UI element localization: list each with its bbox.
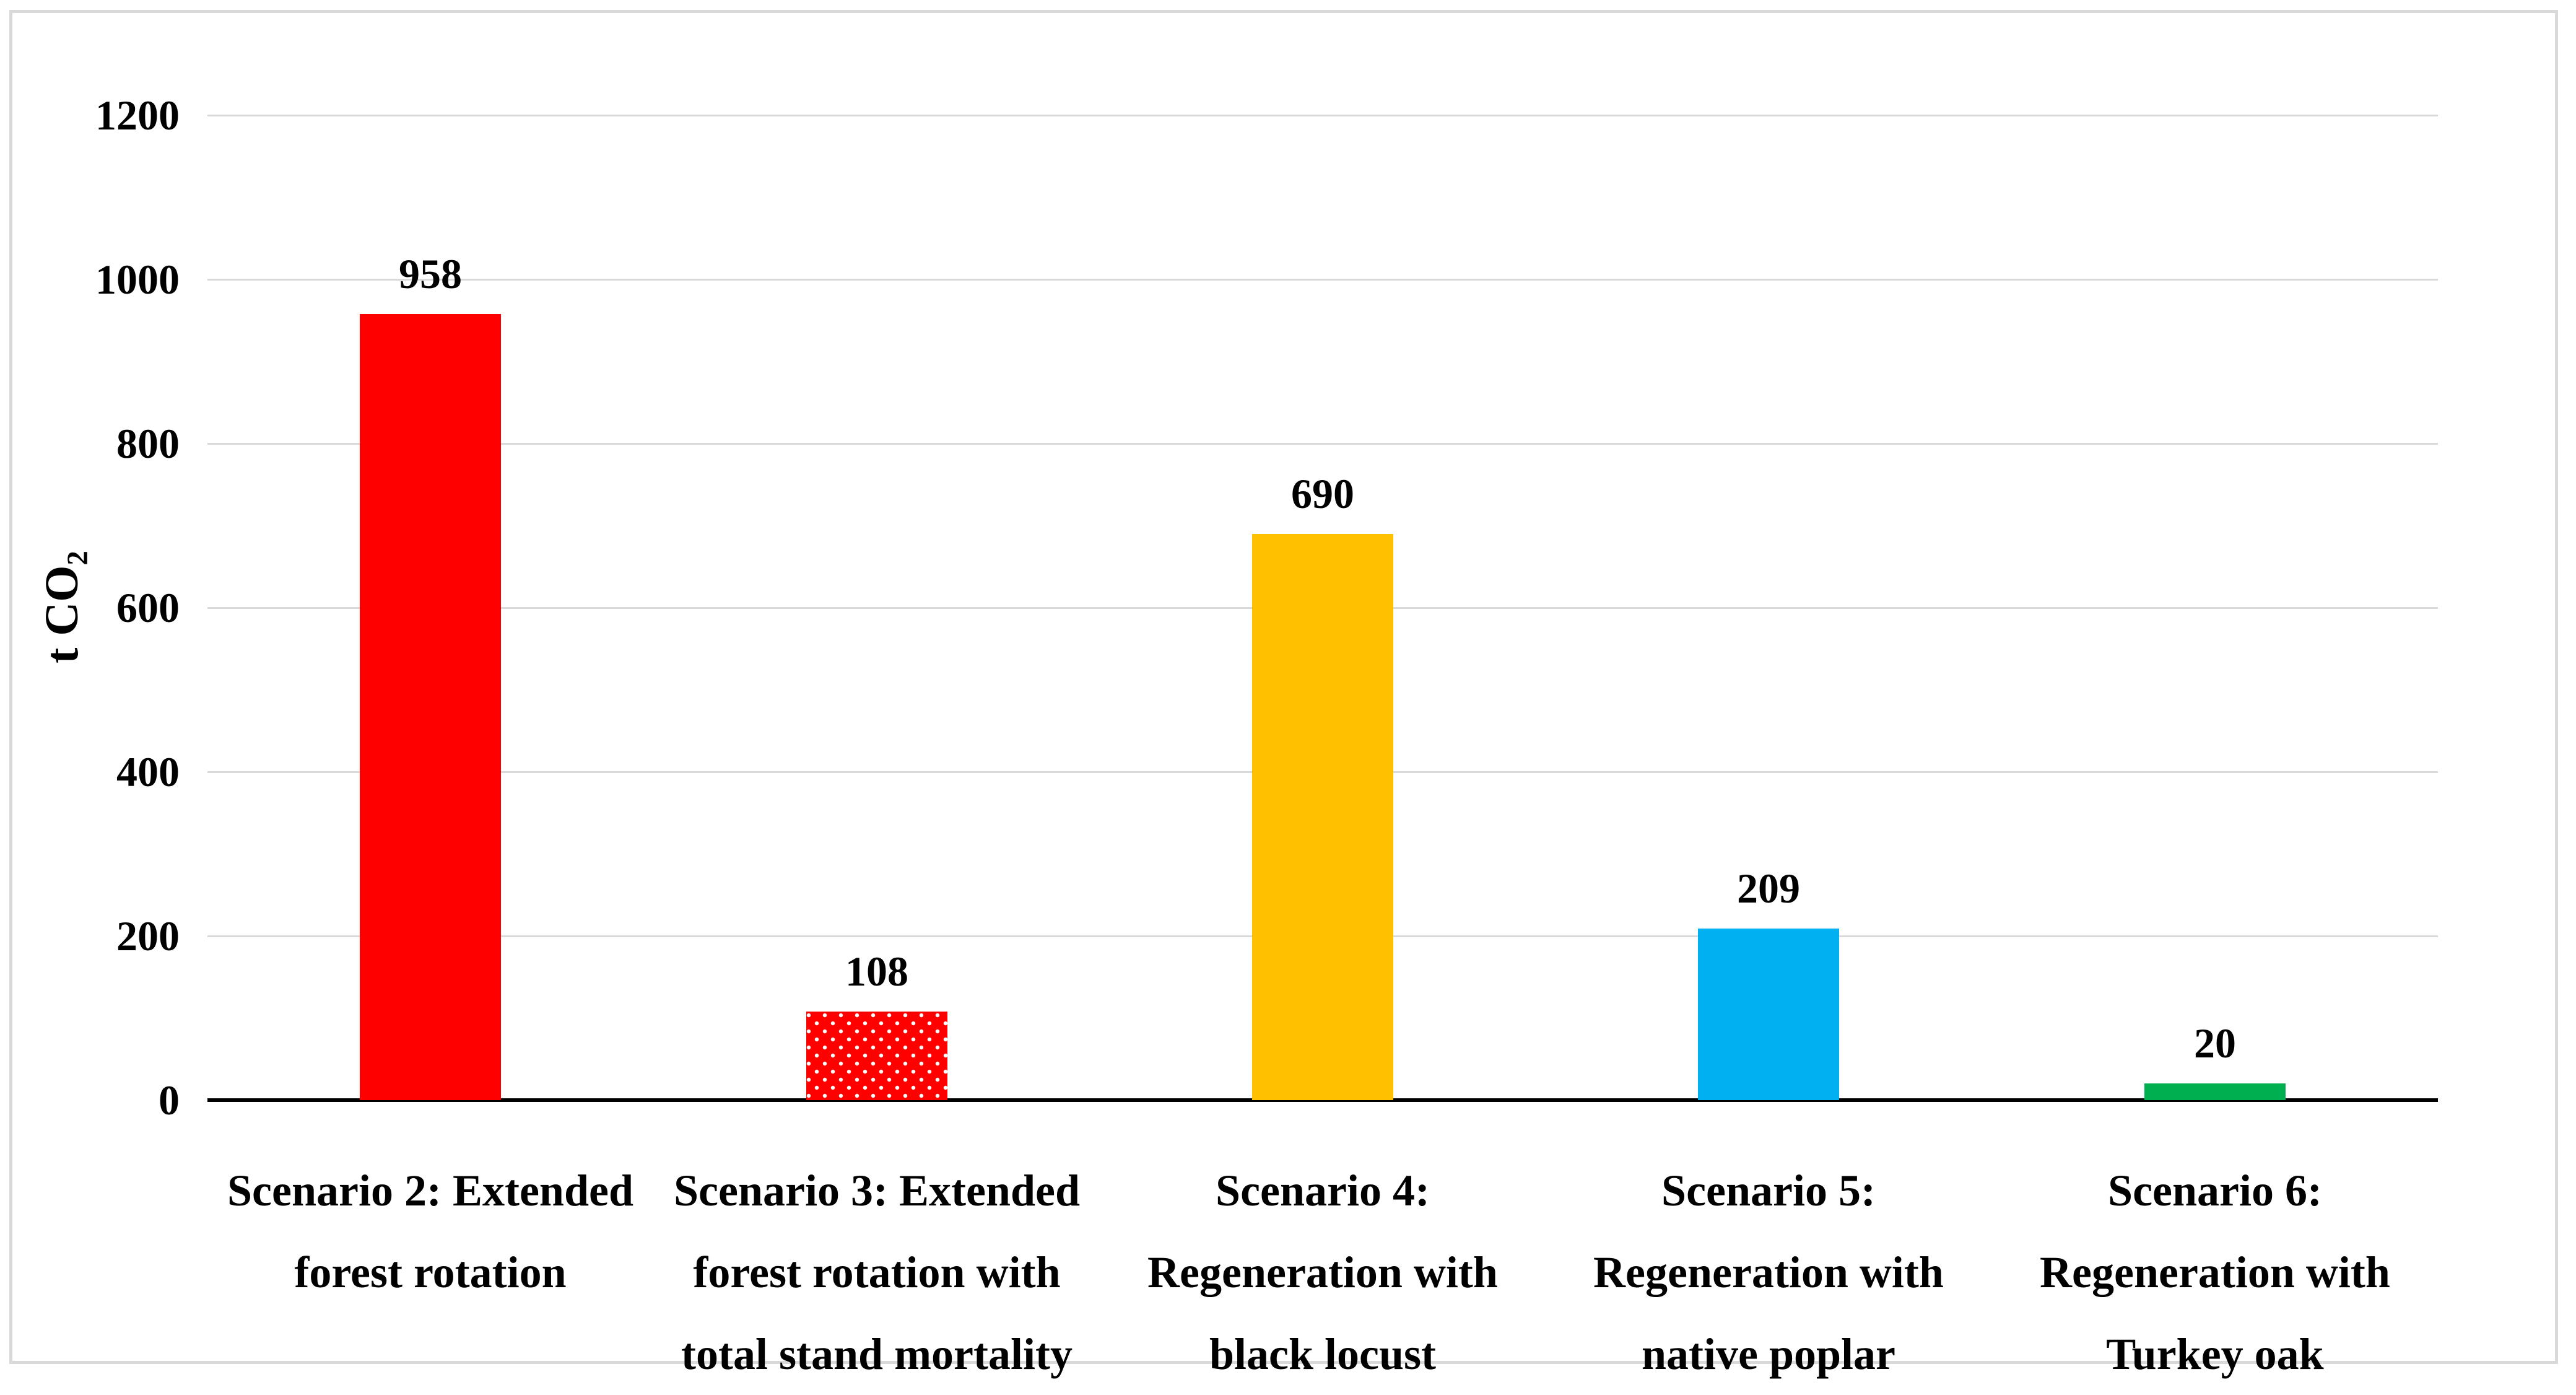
y-tick-label-200: 200 [116, 912, 180, 960]
x-category-label: Scenario 3: Extended forest rotation wit… [674, 1166, 1080, 1379]
bar-value-label: 20 [2194, 1020, 2236, 1067]
bar-scenario-4 [1252, 534, 1393, 1100]
x-category-label: Scenario 5: Regeneration with native pop… [1593, 1166, 1944, 1379]
chart-area-border [9, 10, 2558, 1364]
x-category-label: Scenario 6: Regeneration with Turkey oak [2040, 1166, 2390, 1379]
gridline-y-1200 [207, 115, 2438, 116]
y-axis-title-subscript: 2 [62, 551, 95, 566]
y-tick-label-1200: 1200 [95, 92, 180, 139]
y-tick-label-1000: 1000 [95, 256, 180, 303]
gridline-y-800 [207, 443, 2438, 445]
bar-scenario-6 [2144, 1083, 2286, 1100]
bar-scenario-5 [1698, 929, 1839, 1100]
y-tick-label-600: 600 [116, 584, 180, 631]
bar-value-label: 690 [1291, 470, 1354, 517]
gridline-y-1000 [207, 279, 2438, 281]
x-category-label: Scenario 2: Extended forest rotation [227, 1166, 633, 1297]
bar-value-label: 209 [1737, 865, 1800, 912]
bar-scenario-3 [806, 1012, 947, 1100]
bar-scenario-2 [360, 314, 501, 1100]
x-category-label: Scenario 4: Regeneration with black locu… [1147, 1166, 1498, 1379]
x-axis-line [207, 1098, 2438, 1102]
bar-value-label: 958 [399, 250, 462, 297]
y-tick-label-0: 0 [159, 1077, 180, 1124]
y-tick-label-400: 400 [116, 748, 180, 795]
y-tick-label-800: 800 [116, 420, 180, 467]
bar-value-label: 108 [845, 948, 908, 995]
